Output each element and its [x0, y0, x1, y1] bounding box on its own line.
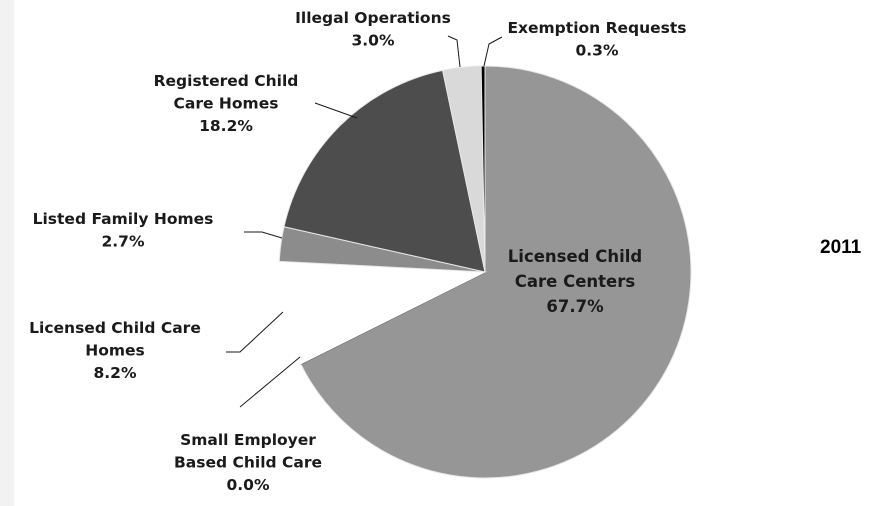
leader-line-exemption-requests [483, 36, 503, 67]
slice-name-small-employer-based-child-care: Based Child Care [174, 454, 322, 472]
slice-name-registered-child-care-homes: Care Homes [174, 95, 279, 113]
slice-label-small-employer-based-child-care: Small Employer Based Child Care 0.0% [174, 431, 322, 494]
pie-slice-exemption-requests [480, 65, 486, 273]
slice-name-registered-child-care-homes: Registered Child [154, 72, 299, 90]
pie-slices [278, 65, 692, 479]
slice-name-licensed-child-care-homes: Homes [85, 342, 145, 360]
slice-value-small-employer-based-child-care: 0.0% [227, 476, 270, 494]
slice-name-licensed-child-care-centers: Care Centers [515, 272, 636, 291]
pie-slice-licensed-child-care-homes [278, 260, 487, 365]
slice-label-illegal-operations: Illegal Operations 3.0% [295, 9, 451, 50]
slice-name-licensed-child-care-centers: Licensed Child [508, 247, 642, 266]
slice-name-licensed-child-care-homes: Licensed Child Care [29, 319, 201, 337]
slice-value-licensed-child-care-homes: 8.2% [94, 364, 137, 382]
leader-line-licensed-child-care-homes [226, 311, 284, 353]
leader-line-illegal-operations [447, 35, 461, 68]
slice-value-licensed-child-care-centers: 67.7% [546, 297, 604, 316]
pie-slice-registered-child-care-homes [283, 69, 486, 273]
slice-name-listed-family-homes: Listed Family Homes [33, 210, 214, 228]
year-annotation: 2011 [820, 237, 862, 258]
slice-name-small-employer-based-child-care: Small Employer [180, 431, 316, 449]
slice-label-licensed-child-care-centers: Licensed Child Care Centers 67.7% [508, 247, 642, 316]
slice-labels: Licensed Child Care Centers 67.7% Small Emp… [29, 9, 686, 494]
slice-value-listed-family-homes: 2.7% [102, 233, 145, 251]
side-strip [0, 0, 14, 506]
slice-label-exemption-requests: Exemption Requests 0.3% [507, 19, 686, 60]
slice-value-registered-child-care-homes: 18.2% [199, 117, 253, 135]
leader-line-registered-child-care-homes [314, 102, 358, 119]
pie-slice-licensed-child-care-centers [300, 65, 692, 479]
slice-label-licensed-child-care-homes: Licensed Child Care Homes 8.2% [29, 319, 201, 382]
slice-name-illegal-operations: Illegal Operations [295, 9, 451, 27]
slice-label-registered-child-care-homes: Registered Child Care Homes 18.2% [154, 72, 299, 135]
slice-name-exemption-requests: Exemption Requests [507, 19, 686, 37]
leader-line-small-employer-based-child-care [239, 356, 301, 408]
leader-line-listed-family-homes [244, 231, 283, 239]
slice-value-illegal-operations: 3.0% [352, 32, 395, 50]
slice-value-exemption-requests: 0.3% [576, 42, 619, 60]
slice-label-listed-family-homes: Listed Family Homes 2.7% [33, 210, 214, 251]
leader-lines [226, 35, 503, 408]
